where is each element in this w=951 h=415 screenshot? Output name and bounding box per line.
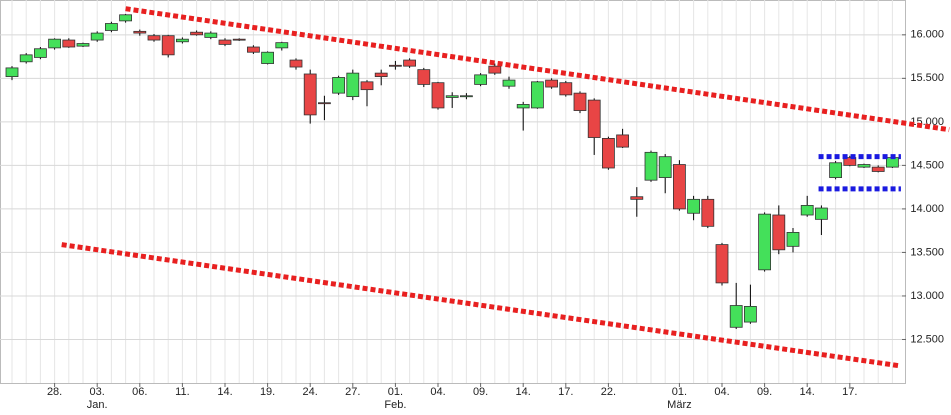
candle-body	[133, 30, 147, 34]
x-tick-label: 01.	[672, 386, 687, 398]
x-tick-label: 22.	[601, 386, 616, 398]
candle-body	[602, 138, 615, 169]
candle-body	[800, 205, 814, 216]
candle-body	[417, 69, 431, 85]
candle-body	[289, 59, 303, 68]
candle-body	[445, 95, 459, 98]
candle-body	[90, 32, 104, 41]
candle-body	[34, 48, 47, 58]
candle-body	[516, 104, 530, 109]
x-tick-label: 27.	[345, 386, 360, 398]
candle-body	[587, 99, 601, 138]
candle-body	[19, 54, 33, 63]
x-tick-label: 14.	[516, 386, 531, 398]
candle-body	[261, 51, 275, 64]
candle-body	[232, 38, 246, 41]
candle-body	[729, 305, 743, 328]
candle-body	[744, 305, 757, 323]
x-tick-label: 03.	[90, 386, 105, 398]
trendline	[61, 242, 899, 369]
x-tick-label: 09.	[473, 386, 488, 398]
x-tick-label: 04.	[430, 386, 445, 398]
candle-body	[218, 39, 232, 45]
candle-body	[431, 82, 445, 109]
month-label: Feb.	[384, 399, 406, 411]
candle-body	[715, 244, 729, 284]
candle-body	[630, 196, 644, 200]
candle-body	[772, 214, 786, 251]
candle-body	[829, 162, 842, 178]
candle-body	[658, 156, 672, 178]
candle-body	[502, 79, 516, 87]
x-tick-label: 14.	[800, 386, 815, 398]
candle-body	[76, 43, 90, 47]
candle-body	[644, 151, 658, 181]
candle-body	[5, 67, 19, 77]
candle-body	[62, 39, 76, 48]
candle-body	[871, 166, 885, 172]
y-tick-label: 13.000	[910, 290, 944, 302]
candle-body	[332, 77, 346, 94]
candle-body	[786, 232, 800, 247]
candle-body	[175, 38, 189, 43]
y-tick-label: 14.500	[910, 159, 944, 171]
x-tick-label: 24.	[303, 386, 318, 398]
x-tick-label: 01.	[388, 386, 403, 398]
candle-body	[161, 35, 175, 56]
y-tick-label: 13.500	[910, 246, 944, 258]
y-tick-label: 15.500	[910, 72, 944, 84]
candle-body	[815, 207, 828, 220]
candle-body	[573, 92, 587, 111]
candle-body	[190, 31, 204, 36]
y-tick-label: 16.000	[910, 29, 944, 41]
month-label: Jan.	[87, 399, 108, 411]
candle-body	[119, 14, 132, 22]
x-tick-label: 17.	[558, 386, 573, 398]
candle-body	[701, 198, 715, 227]
x-tick-label: 04.	[714, 386, 729, 398]
candle-body	[303, 73, 317, 116]
x-tick-label: 09.	[757, 386, 772, 398]
candle-body	[545, 79, 558, 88]
x-tick-label: 28.	[47, 386, 62, 398]
y-tick-label: 12.500	[910, 333, 944, 345]
candle-body	[360, 81, 374, 91]
candle-body	[275, 42, 289, 49]
candle-body	[673, 164, 686, 210]
candle-body	[48, 38, 61, 49]
month-label: März	[667, 399, 691, 411]
x-tick-label: 11.	[175, 386, 189, 398]
candle-body	[105, 23, 118, 31]
trendline	[125, 6, 950, 133]
candle-body	[843, 157, 857, 166]
y-tick-label: 14.000	[910, 203, 944, 215]
candle-body	[459, 95, 473, 98]
candle-body	[346, 72, 360, 98]
candle-body	[246, 46, 260, 53]
candle-body	[474, 74, 488, 85]
candle-body	[317, 102, 331, 105]
x-tick-label: 14.	[217, 386, 232, 398]
x-tick-label: 19.	[260, 386, 275, 398]
candle-body	[204, 32, 218, 38]
candle-body	[687, 198, 700, 214]
candle-body	[374, 72, 388, 77]
candle-body	[531, 81, 544, 109]
candle-body	[403, 59, 417, 67]
x-tick-label: 17.	[842, 386, 857, 398]
candle-body	[488, 65, 502, 74]
candle-body	[147, 35, 161, 41]
candle-body	[616, 134, 629, 148]
x-tick-label: 06.	[132, 386, 147, 398]
candle-body	[559, 82, 573, 96]
candle-body	[758, 213, 771, 271]
candle-body	[857, 164, 871, 168]
candle-body	[388, 64, 402, 67]
